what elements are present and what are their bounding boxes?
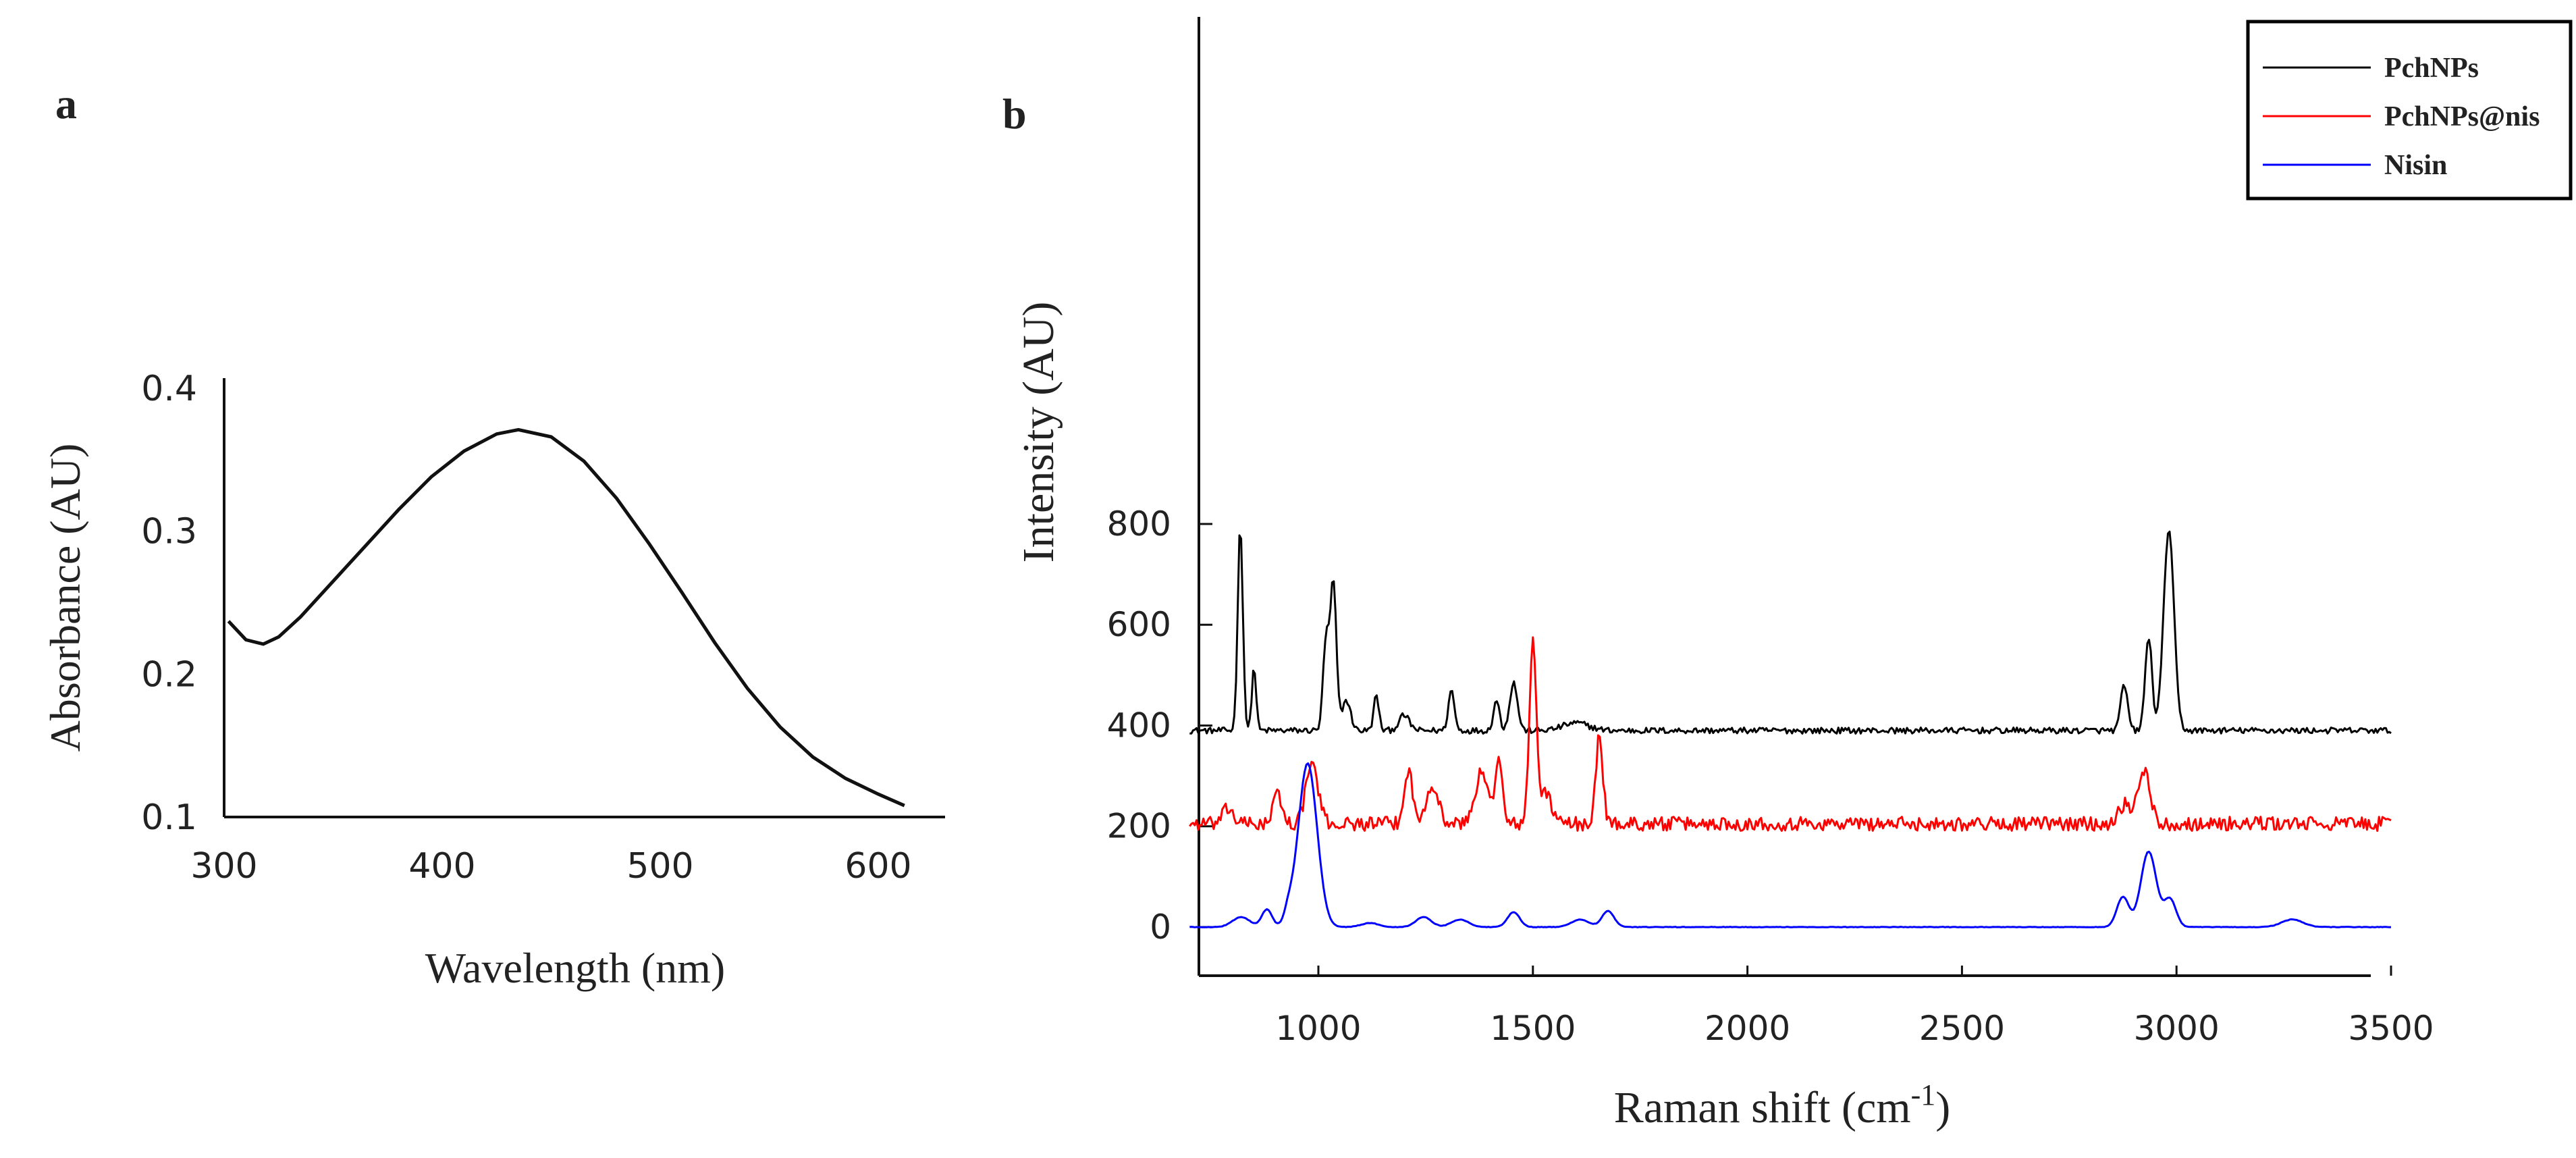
panel-b-x-axis-label-sup: -1 bbox=[1911, 1078, 1936, 1111]
panel-b: b 0 200 400 600 800 1000 1500 2000 2500 3000 3500… bbox=[1002, 17, 2573, 1132]
panel-b-y-tick-label: 200 bbox=[1107, 807, 1171, 846]
panel-a: a 0.1 0.2 0.3 0.4 300 400 500 600 Wavelength (… bbox=[41, 80, 945, 992]
panel-a-x-axis-label: Wavelength (nm) bbox=[425, 944, 725, 992]
panel-b-x-axis-label: Raman shift (cm-1) bbox=[1614, 1078, 1951, 1132]
legend-label: Nisin bbox=[2384, 150, 2447, 181]
panel-a-label: a bbox=[55, 80, 77, 128]
legend-entry: PchNPs bbox=[2263, 53, 2479, 84]
panel-b-label: b bbox=[1002, 90, 1027, 138]
series-pchnps-line bbox=[1189, 530, 2392, 735]
panel-b-x-tick-label: 2000 bbox=[1705, 1009, 1790, 1048]
series-nisin-line bbox=[1189, 762, 2391, 928]
panel-a-y-tick-label: 0.4 bbox=[141, 369, 197, 409]
panel-b-x-tick-label: 3000 bbox=[2134, 1009, 2220, 1048]
panel-b-x-tick-label: 2500 bbox=[1919, 1009, 2005, 1048]
legend-box bbox=[2246, 20, 2573, 201]
legend-label: PchNPs@nis bbox=[2384, 101, 2540, 132]
panel-a-x-tick-label: 600 bbox=[844, 846, 911, 887]
panel-b-x-axis-label-main: Raman shift (cm bbox=[1614, 1083, 1911, 1132]
panel-a-y-ticks: 0.1 0.2 0.3 0.4 bbox=[141, 369, 197, 838]
legend-entry: Nisin bbox=[2263, 150, 2447, 181]
panel-b-y-tick-label: 400 bbox=[1107, 706, 1171, 745]
panel-a-x-tick-label: 500 bbox=[626, 846, 693, 887]
panel-a-x-tick-label: 300 bbox=[190, 846, 257, 887]
legend-label: PchNPs bbox=[2384, 53, 2479, 84]
panel-b-x-tick-label: 1000 bbox=[1275, 1009, 1361, 1048]
panel-a-absorbance-line bbox=[227, 427, 905, 808]
panel-b-y-tick-label: 800 bbox=[1107, 504, 1171, 544]
series-pchnps-nis-line bbox=[1189, 636, 2392, 832]
legend-entry: PchNPs@nis bbox=[2263, 101, 2540, 132]
panel-a-y-axis-label: Absorbance (AU) bbox=[41, 444, 89, 752]
panel-b-x-ticks: 1000 1500 2000 2500 3000 3500 bbox=[1275, 966, 2434, 1048]
panel-b-y-axis-label: Intensity (AU) bbox=[1014, 302, 1063, 563]
panel-b-y-tick-label: 0 bbox=[1150, 907, 1171, 947]
panel-b-y-tick-label: 600 bbox=[1107, 605, 1171, 644]
panel-a-y-tick-label: 0.2 bbox=[141, 654, 197, 695]
panel-a-x-tick-label: 400 bbox=[408, 846, 475, 887]
panel-b-x-tick-label: 3500 bbox=[2348, 1009, 2434, 1048]
panel-a-y-tick-label: 0.1 bbox=[141, 797, 197, 838]
panel-a-y-tick-label: 0.3 bbox=[141, 512, 197, 552]
panel-b-x-tick-label: 1500 bbox=[1490, 1009, 1576, 1048]
panel-b-x-axis-label-close: ) bbox=[1935, 1083, 1950, 1132]
legend: PchNPs PchNPs@nis Nisin bbox=[2246, 20, 2573, 201]
panel-a-x-ticks: 300 400 500 600 bbox=[190, 846, 911, 887]
panel-b-y-ticks: 0 200 400 600 800 bbox=[1107, 504, 1212, 947]
